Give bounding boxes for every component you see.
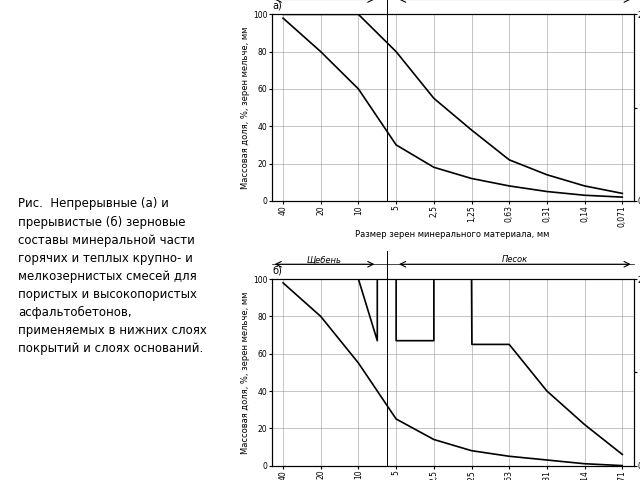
X-axis label: Размер зерен минерального материала, мм: Размер зерен минерального материала, мм	[355, 229, 550, 239]
Y-axis label: Массовая доля, %, зерен мельче, мм: Массовая доля, %, зерен мельче, мм	[241, 291, 250, 454]
Text: б): б)	[273, 265, 282, 276]
Text: Щебень: Щебень	[307, 255, 342, 264]
Y-axis label: Массовая доля, %, зерен мельче, мм: Массовая доля, %, зерен мельче, мм	[241, 26, 250, 189]
Text: Песок: Песок	[502, 255, 528, 264]
Text: Рис.  Непрерывные (а) и
прерывистые (б) зерновые
составы минеральной части
горяч: Рис. Непрерывные (а) и прерывистые (б) з…	[19, 197, 207, 355]
Text: а): а)	[273, 0, 282, 11]
